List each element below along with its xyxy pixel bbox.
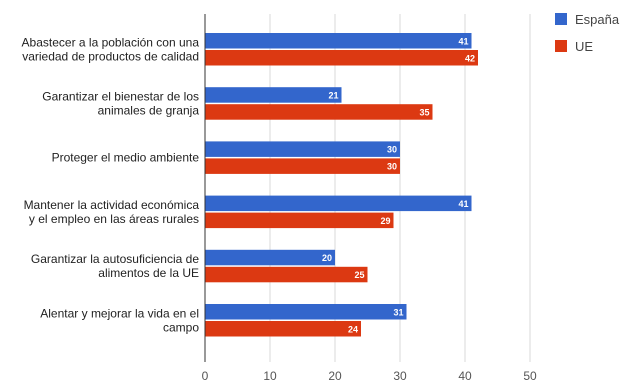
data-label: 21 [328, 90, 338, 100]
category-label: Abastecer a la población con una variedad… [22, 35, 200, 63]
data-label: 42 [465, 53, 475, 63]
bar-ue [205, 158, 400, 174]
legend-label-espana: España [575, 12, 620, 27]
data-label: 35 [419, 107, 429, 117]
data-label: 31 [393, 307, 403, 317]
data-label: 24 [348, 324, 358, 334]
category-label: Garantizar la autosuficiencia de alimento… [31, 252, 199, 280]
data-label: 30 [387, 145, 397, 155]
bar-ue [205, 266, 368, 283]
legend-swatch-ue [555, 40, 567, 52]
legend: España UE [555, 12, 620, 54]
data-label: 20 [322, 253, 332, 263]
bar-ue [205, 104, 433, 120]
x-tick-label: 20 [328, 369, 342, 381]
x-tick-labels: 0 10 20 30 40 50 [202, 369, 537, 381]
x-tick-label: 40 [458, 369, 472, 381]
x-tick-label: 10 [263, 369, 277, 381]
bar-espana [205, 249, 335, 266]
bar-ue [205, 50, 478, 66]
data-label: 41 [458, 36, 468, 46]
x-tick-label: 0 [202, 369, 209, 381]
bar-espana [205, 33, 472, 49]
bars-group: 41 42 21 35 30 30 41 29 20 25 31 24 [205, 33, 478, 337]
category-labels: Abastecer a la población con una variedad… [22, 35, 200, 334]
x-tick-label: 30 [393, 369, 407, 381]
category-label: Proteger el medio ambiente [52, 151, 200, 165]
category-label: Alentar y mejorar la vida en el campo [40, 306, 199, 334]
data-label: 29 [380, 216, 390, 226]
legend-label-ue: UE [575, 39, 593, 54]
data-label: 41 [458, 199, 468, 209]
bar-ue [205, 321, 361, 337]
category-label: Mantener la actividad económica y el empl… [24, 198, 200, 226]
data-label: 25 [354, 270, 364, 280]
x-tick-label: 50 [523, 369, 537, 381]
bar-espana [205, 87, 342, 103]
bar-espana [205, 195, 472, 212]
bar-ue [205, 212, 394, 229]
category-label: Garantizar el bienestar de los animales d… [42, 89, 199, 117]
data-label: 30 [387, 162, 397, 172]
bar-espana [205, 304, 407, 320]
legend-swatch-espana [555, 13, 567, 25]
bar-espana [205, 141, 400, 157]
